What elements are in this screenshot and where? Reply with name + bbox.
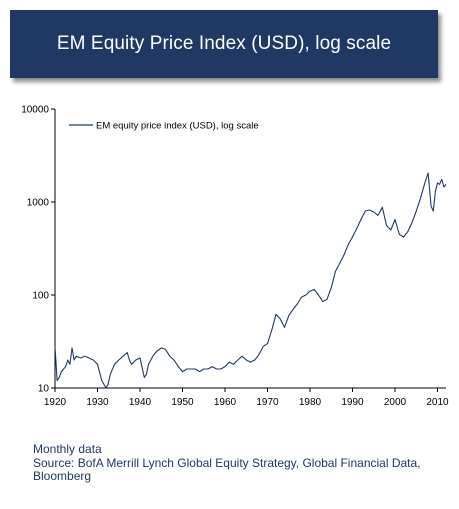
footer-notes: Monthly data Source: BofA Merrill Lynch … [33,442,453,484]
y-tick-label: 100 [32,291,49,302]
x-tick-label: 1940 [129,397,152,408]
y-tick-label: 10 [38,384,50,395]
x-tick-label: 1960 [214,397,237,408]
x-tick-label: 2010 [426,397,449,408]
title-banner: EM Equity Price Index (USD), log scale [10,10,438,78]
series-line [54,172,447,389]
y-tick-label: 10000 [21,105,49,116]
footer-source-note-cont: Bloomberg [33,469,92,483]
x-tick-label: 1970 [256,397,279,408]
x-tick-label: 2000 [384,397,407,408]
chart: 10 100 1000 10000 1920 1930 1940 1950 1960 1970 19… [21,105,449,409]
y-tick-label: 1000 [27,198,50,209]
footer-frequency-note: Monthly data [33,442,102,456]
x-tick-label: 1980 [299,397,322,408]
chart-title: EM Equity Price Index (USD), log scale [56,33,392,54]
x-tick-label: 1930 [86,397,109,408]
x-tick-label: 1920 [44,397,67,408]
x-tick-label: 1990 [341,397,364,408]
footer-source-note: Source: BofA Merrill Lynch Global Equity… [33,455,421,470]
legend-label: EM equity price index (USD), log scale [96,121,259,132]
x-tick-label: 1950 [171,397,194,408]
